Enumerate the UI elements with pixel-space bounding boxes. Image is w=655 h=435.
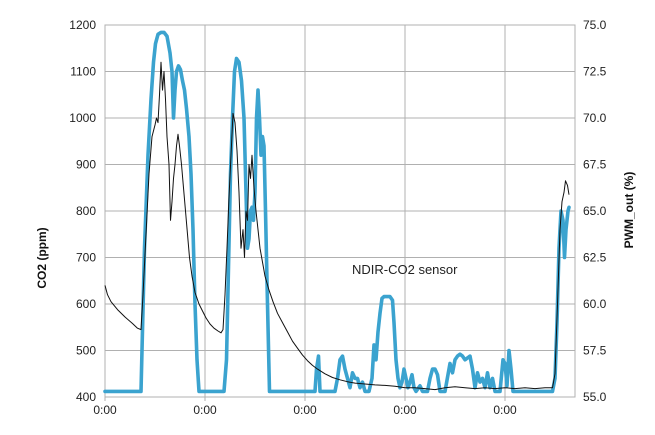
y2-tick-label: 65.0 [583, 204, 607, 218]
y-tick-label: 400 [76, 390, 96, 404]
y-tick-label: 800 [76, 204, 96, 218]
x-tick-label: 0:00 [193, 403, 217, 417]
y-tick-label: 700 [76, 251, 96, 265]
series-pwm-line [103, 30, 571, 394]
y-axis-title: CO2 (ppm) [35, 227, 49, 288]
y-tick-label: 1100 [70, 65, 96, 79]
series-layer [103, 30, 571, 394]
x-tick-label: 0:00 [393, 403, 417, 417]
y2-tick-label: 72.5 [583, 65, 607, 79]
y2-axis-title: PWM_out (%) [622, 172, 636, 249]
series-co2-line [104, 61, 570, 391]
y2-tick-label: 55.0 [583, 390, 607, 404]
axis-layer: 400 500 600 700 800 900 1000 1100 1200 0:00 0:00 0:… [69, 18, 606, 417]
y-tick-label: 1000 [69, 111, 96, 125]
y-tick-label: 600 [76, 297, 96, 311]
annotation-text: NDIR-CO2 sensor [352, 262, 458, 277]
y-tick-label: 900 [76, 158, 96, 172]
y2-tick-label: 60.0 [583, 297, 607, 311]
y2-tick-label: 57.5 [583, 344, 607, 358]
y2-tick-label: 70.0 [583, 111, 607, 125]
y2-tick-label: 75.0 [583, 18, 607, 32]
x-tick-label: 0:00 [493, 403, 517, 417]
y-tick-label: 1200 [69, 18, 96, 32]
x-tick-label: 0:00 [93, 403, 117, 417]
y2-tick-label: 67.5 [583, 158, 607, 172]
y2-tick-label: 62.5 [583, 251, 607, 265]
y-tick-label: 500 [76, 344, 96, 358]
grid-layer [104, 24, 576, 398]
x-tick-label: 0:00 [293, 403, 317, 417]
